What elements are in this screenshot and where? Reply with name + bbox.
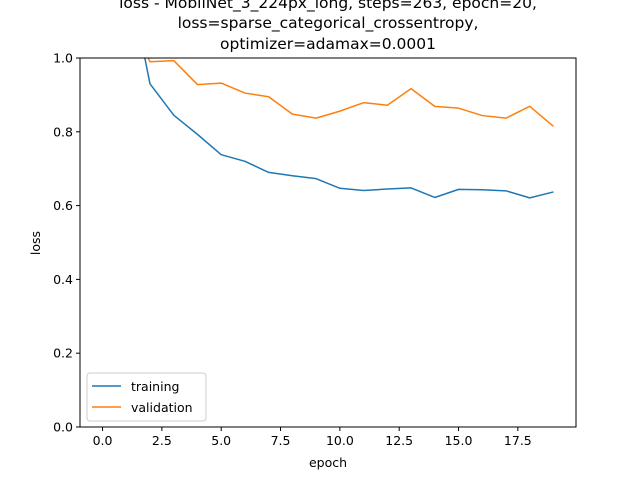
x-tick-label: 17.5 (504, 433, 532, 448)
chart-title: loss - MobilNet_3_224px_long, steps=263,… (119, 0, 537, 53)
x-tick-label: 5.0 (211, 433, 231, 448)
series-line-training (144, 58, 554, 199)
series-line-validation (147, 58, 554, 127)
series-lines (144, 58, 554, 199)
x-tick-label: 10.0 (326, 433, 354, 448)
y-axis-label: loss (28, 231, 43, 255)
title-line-2: loss=sparse_categorical_crossentropy, (178, 14, 479, 33)
legend-label-validation: validation (131, 400, 193, 415)
x-tick-label: 15.0 (445, 433, 473, 448)
y-axis-ticks: 0.0 0.2 0.4 0.6 0.8 1.0 (53, 51, 80, 435)
y-tick-label: 0.2 (53, 346, 73, 361)
title-line-3: optimizer=adamax=0.0001 (220, 35, 436, 53)
x-axis-ticks: 0.0 2.5 5.0 7.5 10.0 12.5 15.0 17.5 (93, 427, 532, 448)
x-axis-label: epoch (309, 455, 347, 470)
x-tick-label: 12.5 (385, 433, 413, 448)
x-tick-label: 7.5 (271, 433, 291, 448)
x-tick-label: 0.0 (93, 433, 113, 448)
x-tick-label: 2.5 (152, 433, 172, 448)
plot-frame (79, 57, 577, 428)
y-tick-label: 0.8 (53, 124, 73, 139)
legend-box (86, 372, 207, 422)
y-tick-label: 0.4 (53, 272, 73, 287)
y-tick-label: 0.0 (53, 420, 73, 435)
legend-label-training: training (131, 379, 179, 394)
y-tick-label: 0.6 (53, 198, 73, 213)
title-line-1: loss - MobilNet_3_224px_long, steps=263,… (119, 0, 537, 13)
legend: training validation (86, 372, 207, 422)
y-tick-label: 1.0 (53, 51, 73, 66)
